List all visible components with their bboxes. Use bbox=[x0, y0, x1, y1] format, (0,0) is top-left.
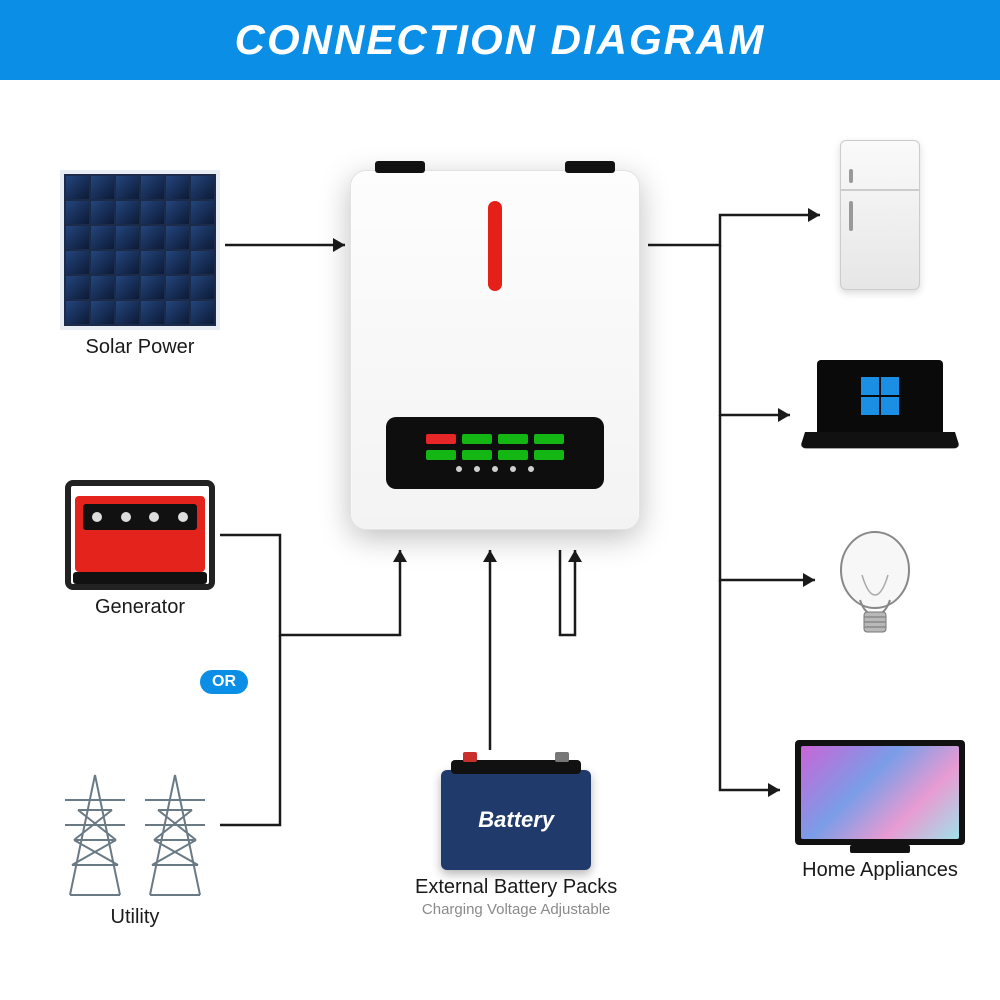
bulb-node bbox=[830, 520, 920, 640]
tv-node: Home Appliances bbox=[795, 740, 965, 882]
or-text: OR bbox=[212, 673, 236, 690]
fridge-node bbox=[840, 140, 920, 290]
solar-label: Solar Power bbox=[86, 336, 195, 359]
diagram-canvas: Solar Power Generator OR Utility bbox=[0, 80, 1000, 1000]
utility-label: Utility bbox=[111, 906, 160, 929]
or-badge: OR bbox=[200, 670, 248, 694]
utility-icon bbox=[55, 760, 215, 900]
solar-power-node: Solar Power bbox=[60, 170, 220, 359]
generator-icon bbox=[65, 480, 215, 590]
header-title: CONNECTION DIAGRAM bbox=[235, 16, 766, 64]
battery-sublabel: Charging Voltage Adjustable bbox=[422, 901, 610, 918]
laptop-node bbox=[805, 360, 955, 460]
battery-icon: Battery bbox=[441, 770, 591, 870]
generator-node: Generator bbox=[65, 480, 215, 619]
battery-node: Battery External Battery Packs Charging … bbox=[415, 770, 617, 918]
appliances-label: Home Appliances bbox=[802, 859, 958, 882]
inverter-node bbox=[350, 170, 640, 530]
tv-icon bbox=[795, 740, 965, 845]
fridge-icon bbox=[840, 140, 920, 290]
inverter-icon bbox=[350, 170, 640, 530]
header-banner: CONNECTION DIAGRAM bbox=[0, 0, 1000, 80]
utility-node: Utility bbox=[55, 760, 215, 929]
battery-label: External Battery Packs bbox=[415, 876, 617, 899]
laptop-icon bbox=[805, 360, 955, 460]
bulb-icon bbox=[830, 520, 920, 640]
generator-label: Generator bbox=[95, 596, 185, 619]
battery-text: Battery bbox=[478, 807, 554, 833]
solar-panel-icon bbox=[60, 170, 220, 330]
